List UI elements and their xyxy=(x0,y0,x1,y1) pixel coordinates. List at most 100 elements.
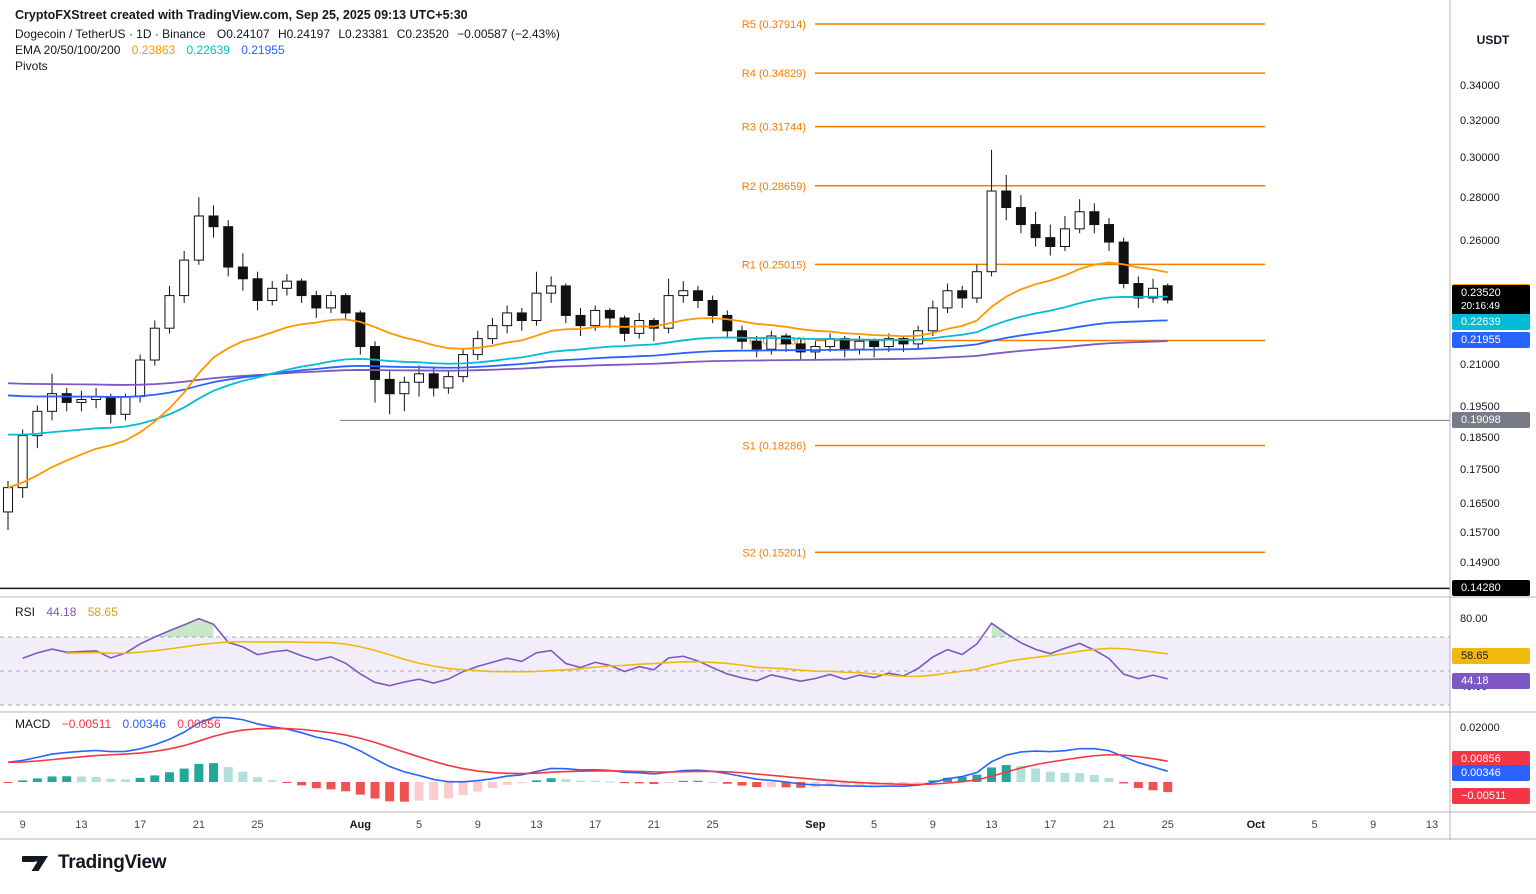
time-axis-label: 9 xyxy=(929,819,936,831)
candlestick-series xyxy=(3,149,1173,530)
time-axis-label: 17 xyxy=(589,819,602,831)
time-axis-label: 21 xyxy=(1102,819,1116,831)
macd-signal-line xyxy=(7,727,1168,786)
price-axis-badge: 0.00346 xyxy=(1452,764,1530,781)
ema-indicator-label[interactable]: EMA 20/50/100/200 xyxy=(15,43,121,57)
ema-indicator-row: EMA 20/50/100/200 0.23863 0.22639 0.2195… xyxy=(15,42,565,58)
price-axis-tick: 0.30000 xyxy=(1460,152,1500,165)
ohlc-open: O0.24107 xyxy=(216,27,270,41)
time-axis-label: 5 xyxy=(415,819,423,831)
time-axis-label: 21 xyxy=(647,819,661,831)
price-axis-tick: 0.28000 xyxy=(1460,192,1500,205)
pivot-label: R2 (0.28659) xyxy=(742,181,806,193)
time-axis-label: 25 xyxy=(706,819,719,831)
ema-20-line xyxy=(7,261,1168,489)
macd-line-value: 0.00346 xyxy=(122,717,166,731)
price-axis-tick: 0.21000 xyxy=(1460,358,1500,371)
time-axis-label: 17 xyxy=(1044,819,1057,831)
price-change: −0.00587 (−2.43%) xyxy=(457,27,560,41)
rsi-pane[interactable] xyxy=(0,617,1450,706)
time-axis-label: 13 xyxy=(985,819,998,831)
price-axis-badge: 58.65 xyxy=(1452,648,1530,665)
price-axis-tick: 0.17500 xyxy=(1460,463,1500,476)
price-axis-badge: 44.18 xyxy=(1452,672,1530,689)
ema100-value: 0.21955 xyxy=(241,43,285,57)
ohlc-high: H0.24197 xyxy=(277,27,330,41)
time-axis-label: Aug xyxy=(349,819,372,831)
price-axis-tick: 0.19500 xyxy=(1460,401,1500,414)
time-axis-label: 21 xyxy=(192,819,205,831)
quote-currency-label[interactable]: USDT xyxy=(1476,33,1510,47)
macd-legend: MACD −0.00511 0.00346 0.00856 xyxy=(15,717,221,731)
ema20-value: 0.23863 xyxy=(131,43,176,57)
ema-200-line xyxy=(7,340,1168,386)
macd-hist-value: −0.00511 xyxy=(61,717,112,731)
price-axis-badge: 0.23520 20:16:49 xyxy=(1452,284,1530,315)
time-axis-label: 25 xyxy=(251,819,264,831)
symbol-title[interactable]: Dogecoin / TetherUS · 1D · Binance xyxy=(15,27,206,41)
macd-pane[interactable] xyxy=(3,716,1173,802)
chart-canvas[interactable]: R5 (0.37914) R4 (0.34829) R3 (0.31744) R2 (… xyxy=(0,0,1536,840)
time-axis-label: 5 xyxy=(1311,819,1318,831)
price-axis-badge: 0.00856 xyxy=(1452,751,1530,768)
pivots-indicator-label[interactable]: Pivots xyxy=(15,59,48,73)
rsi-ma-value: 58.65 xyxy=(87,605,118,619)
tradingview-wordmark: TradingView xyxy=(58,852,167,873)
macd-indicator-label[interactable]: MACD xyxy=(15,717,51,731)
rsi-value: 44.18 xyxy=(46,605,77,619)
pivot-label: S1 (0.18286) xyxy=(742,440,806,452)
time-axis-label: 17 xyxy=(133,819,147,831)
tradingview-logo-icon xyxy=(22,856,48,871)
price-axis-tick: 0.26000 xyxy=(1460,235,1500,248)
price-axis-tick: 0.15700 xyxy=(1460,526,1500,539)
time-axis[interactable]: 9 13 17 21 25 Aug 5 9 13 17 21 25 Sep 5 9 13 17 21 25 Oct 5 9… xyxy=(0,812,1450,840)
time-axis-label: 9 xyxy=(474,819,481,831)
time-axis-label: 9 xyxy=(19,819,26,831)
time-axis-label: 5 xyxy=(871,819,878,831)
main-price-pane[interactable]: R5 (0.37914) R4 (0.34829) R3 (0.31744) R2 (… xyxy=(0,19,1450,590)
pivot-label: R4 (0.34829) xyxy=(742,68,806,80)
macd-histogram xyxy=(3,763,1173,802)
rsi-legend: RSI 44.18 58.65 xyxy=(15,605,118,619)
rsi-indicator-label[interactable]: RSI xyxy=(15,605,36,619)
pivot-label: R1 (0.25015) xyxy=(742,259,806,271)
price-axis-badge: −0.00511 xyxy=(1452,787,1530,804)
ema-100-line xyxy=(7,319,1168,398)
attribution-text: CryptoFXStreet created with TradingView.… xyxy=(15,8,468,22)
time-axis-label: 13 xyxy=(1425,819,1439,831)
price-axis-tick: 0.02000 xyxy=(1460,721,1500,734)
price-axis-tick: 80.00 xyxy=(1460,613,1488,625)
ohlc-low: L0.23381 xyxy=(338,27,389,41)
pivot-levels: R5 (0.37914) R4 (0.34829) R3 (0.31744) R2 (… xyxy=(742,19,1265,559)
macd-line xyxy=(7,716,1168,788)
price-axis-badge: 0.22639 xyxy=(1452,314,1530,331)
time-axis-label: 9 xyxy=(1370,819,1377,831)
price-axis-tick: 0.16500 xyxy=(1460,497,1500,510)
time-axis-label: 13 xyxy=(530,819,543,831)
price-axis-tick: 0.18500 xyxy=(1460,431,1500,444)
time-axis-label: Sep xyxy=(805,819,826,831)
price-axis-tick: 0.14900 xyxy=(1460,556,1500,569)
time-axis-label: 13 xyxy=(75,819,88,831)
price-axis-badge: 0.19098 xyxy=(1452,412,1530,429)
pivot-label: R3 (0.31744) xyxy=(742,122,806,134)
symbol-info-row: Dogecoin / TetherUS · 1D · Binance O0.24… xyxy=(15,26,565,42)
rsi-line xyxy=(22,617,1168,687)
ema-50-line xyxy=(7,295,1168,436)
time-axis-label: Oct xyxy=(1246,819,1265,831)
rsi-ma-line xyxy=(66,640,1168,678)
price-axis-badge: 0.21955 xyxy=(1452,331,1530,348)
pivot-label: R5 (0.37914) xyxy=(742,19,806,31)
ohlc-close: C0.23520 xyxy=(396,27,449,41)
time-axis-label: 25 xyxy=(1161,819,1174,831)
price-axis[interactable]: USDT 0.34000 0.32000 0.30000 0.28000 0.26000… xyxy=(1450,0,1536,840)
pivot-label: S2 (0.15201) xyxy=(742,547,806,559)
chart-legend: CryptoFXStreet created with TradingView.… xyxy=(15,7,565,74)
price-axis-tick: 0.32000 xyxy=(1460,115,1500,128)
price-axis-badge: 0.14280 xyxy=(1452,580,1530,597)
pivots-indicator-row: Pivots xyxy=(15,58,565,74)
price-axis-tick: 0.34000 xyxy=(1460,80,1500,92)
tradingview-logo[interactable]: TradingView xyxy=(20,848,167,878)
ema50-value: 0.22639 xyxy=(186,43,230,57)
